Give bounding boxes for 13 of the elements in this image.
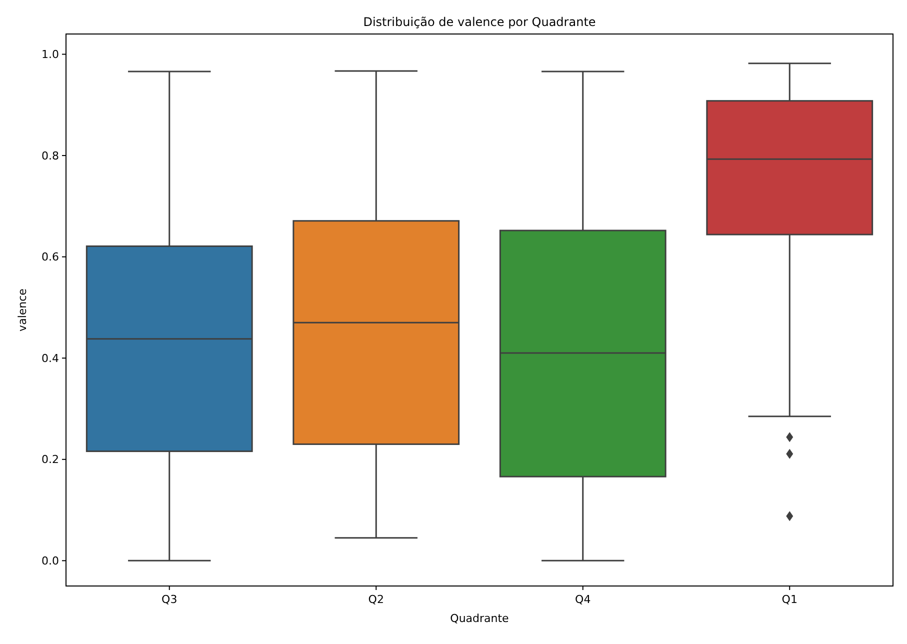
y-tick-label: 1.0: [42, 48, 59, 62]
chart-title: Distribuição de valence por Quadrante: [363, 15, 596, 29]
y-axis-title: valence: [16, 288, 29, 332]
y-tick-label: 0.6: [42, 250, 59, 264]
y-tick-label: 0.8: [42, 149, 59, 162]
x-tick-label: Q3: [162, 593, 178, 606]
y-tick-label: 0.2: [42, 453, 59, 466]
y-tick-label: 0.0: [42, 554, 59, 568]
x-tick-label: Q2: [368, 593, 384, 606]
x-tick-label: Q1: [782, 593, 798, 606]
x-axis-title: Quadrante: [450, 612, 510, 625]
y-tick-label: 0.4: [42, 352, 59, 365]
x-tick-label: Q4: [575, 593, 591, 606]
